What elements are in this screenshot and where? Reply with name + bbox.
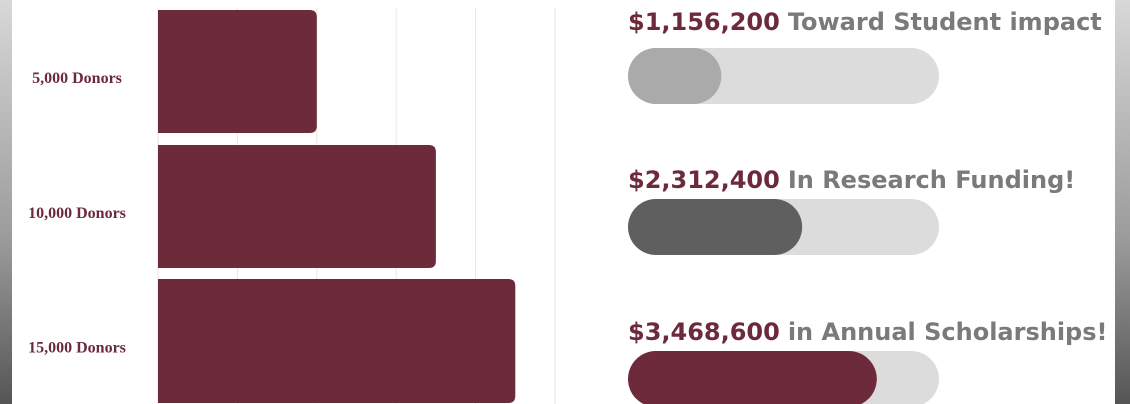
progress-fill: [628, 199, 803, 255]
heading-text: in Annual Scholarships!: [788, 318, 1108, 346]
amount: $1,156,200: [628, 8, 780, 36]
progress-fill: [628, 48, 722, 104]
progress-heading: $2,312,400 In Research Funding!: [628, 166, 1075, 194]
progress-fill: [628, 351, 877, 404]
category-label: 15,000 Donors: [28, 340, 126, 357]
category-label: 10,000 Donors: [28, 205, 126, 222]
heading-text: In Research Funding!: [788, 166, 1075, 194]
amount: $2,312,400: [628, 166, 780, 194]
category-label: 5,000 Donors: [32, 70, 122, 87]
amount: $3,468,600: [628, 318, 780, 346]
heading-text: Toward Student impact: [788, 8, 1102, 36]
progress-heading: $1,156,200 Toward Student impact: [628, 8, 1102, 36]
progress-list: $1,156,200 Toward Student impact $2,312,40…: [628, 8, 1107, 404]
bar: [158, 145, 436, 268]
bar: [158, 10, 317, 133]
bar-chart: 5,000 Donors 10,000 Donors 15,000 Donors: [28, 8, 556, 404]
progress-heading: $3,468,600 in Annual Scholarships!: [628, 318, 1107, 346]
bar: [158, 279, 516, 403]
